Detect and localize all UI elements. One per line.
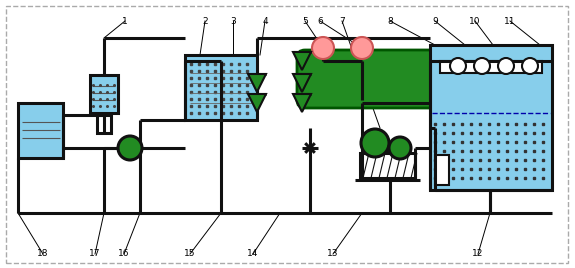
Polygon shape (293, 94, 311, 112)
Text: 17: 17 (89, 250, 101, 259)
Circle shape (312, 37, 334, 59)
Text: 5: 5 (302, 17, 308, 25)
Polygon shape (293, 52, 311, 70)
Polygon shape (248, 94, 266, 112)
Text: 6: 6 (317, 17, 323, 25)
Bar (185, 55, 257, 120)
Bar (18, 103, 63, 158)
Circle shape (450, 58, 466, 74)
Text: 8: 8 (387, 17, 393, 25)
Circle shape (474, 58, 490, 74)
Circle shape (361, 129, 389, 157)
Circle shape (522, 58, 538, 74)
Bar (440, 61, 542, 73)
Text: 12: 12 (472, 250, 484, 259)
Circle shape (389, 137, 411, 159)
FancyBboxPatch shape (297, 50, 438, 108)
Polygon shape (248, 74, 266, 92)
Text: 14: 14 (247, 250, 259, 259)
Circle shape (118, 136, 142, 160)
Bar (435, 155, 449, 185)
Circle shape (498, 58, 514, 74)
Bar (430, 45, 552, 190)
Bar (90, 75, 118, 113)
Text: 9: 9 (432, 17, 438, 25)
Text: 2: 2 (202, 17, 208, 25)
Polygon shape (293, 74, 311, 92)
Text: 10: 10 (469, 17, 481, 25)
Text: 15: 15 (184, 250, 196, 259)
Text: 18: 18 (37, 250, 49, 259)
Bar (97, 115, 111, 133)
Text: 4: 4 (262, 17, 268, 25)
Text: 13: 13 (327, 250, 339, 259)
Text: 1: 1 (122, 17, 128, 25)
Text: 3: 3 (230, 17, 236, 25)
Text: 16: 16 (118, 250, 130, 259)
Text: 7: 7 (339, 17, 345, 25)
Bar (360, 153, 415, 178)
Text: 11: 11 (504, 17, 516, 25)
Circle shape (351, 37, 373, 59)
